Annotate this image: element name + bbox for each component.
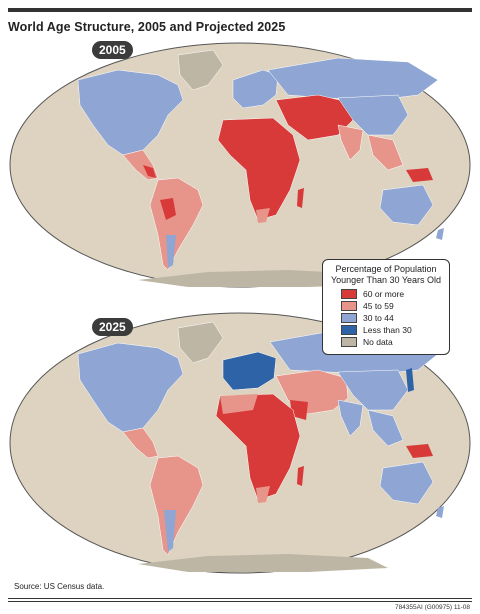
bottom-rule <box>8 601 472 602</box>
legend-title: Percentage of Population Younger Than 30… <box>330 264 442 285</box>
year-badge-2025: 2025 <box>92 318 133 336</box>
china <box>337 94 409 136</box>
japan <box>406 368 414 392</box>
southeast-asia <box>367 134 404 171</box>
central-america <box>122 427 159 459</box>
legend-swatch <box>341 325 357 335</box>
antarctica <box>138 554 388 572</box>
europe <box>232 69 279 109</box>
legend-swatch <box>341 313 357 323</box>
source-note: Source: US Census data. <box>14 582 105 591</box>
legend-item: No data <box>341 337 443 347</box>
india <box>337 399 364 437</box>
bottom-rule <box>8 598 472 599</box>
india <box>337 124 364 161</box>
north-america <box>77 69 184 156</box>
page-title: World Age Structure, 2005 and Projected … <box>8 20 286 34</box>
figure-code: 784355AI (G00975) 11-08 <box>394 604 470 611</box>
russia <box>267 57 439 101</box>
north-america <box>77 342 184 433</box>
legend-item: Less than 30 <box>341 325 443 335</box>
legend-swatch <box>341 337 357 347</box>
legend-swatch <box>341 289 357 299</box>
europe <box>222 351 277 391</box>
legend-swatch <box>341 301 357 311</box>
australia <box>379 461 434 505</box>
legend-item: 60 or more <box>341 289 443 299</box>
world-map-2025 <box>9 312 471 574</box>
world-map-2005 <box>9 42 471 288</box>
year-badge-2005: 2005 <box>92 41 133 59</box>
australia <box>379 184 434 226</box>
greenland <box>177 321 224 364</box>
south-america <box>149 455 204 556</box>
legend-item: 45 to 59 <box>341 301 443 311</box>
china <box>337 369 409 411</box>
greenland <box>177 49 224 91</box>
legend: Percentage of Population Younger Than 30… <box>322 259 450 355</box>
southeast-asia <box>367 409 404 447</box>
legend-item: 30 to 44 <box>341 313 443 323</box>
top-rule <box>8 8 472 12</box>
